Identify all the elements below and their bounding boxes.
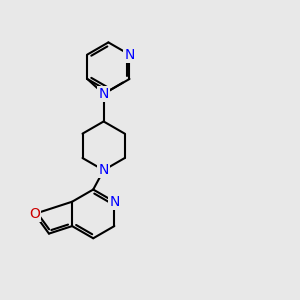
Text: N: N (124, 48, 135, 62)
Text: O: O (29, 207, 40, 221)
Text: N: N (109, 195, 119, 209)
Text: N: N (98, 163, 109, 177)
Text: N: N (98, 87, 109, 101)
